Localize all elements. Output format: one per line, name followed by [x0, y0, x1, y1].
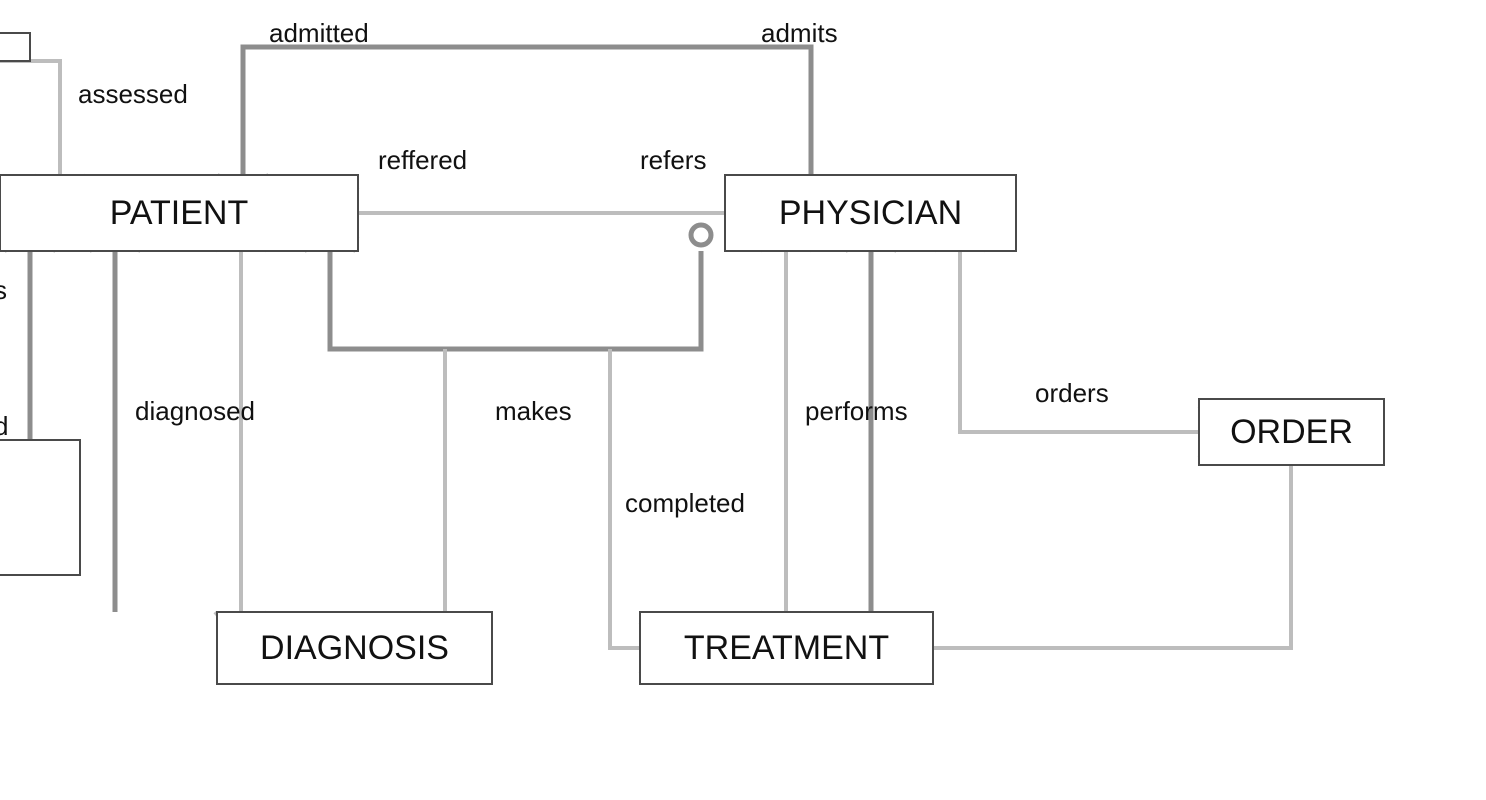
entities-layer: PATIENT PHYSICIAN DIAGNOSIS TREATMENT ORDER: [0, 33, 1384, 684]
entity-label-diagnosis: DIAGNOSIS: [260, 629, 449, 667]
entity-label-order: ORDER: [1230, 413, 1353, 451]
edge-admit: [243, 47, 811, 175]
label-admits: admits: [761, 18, 838, 48]
label-orders: orders: [1035, 378, 1109, 408]
label-performs: performs: [805, 396, 908, 426]
entity-label-physician: PHYSICIAN: [779, 194, 962, 232]
label-diagnosed: diagnosed: [135, 396, 255, 426]
label-d_frag: d: [0, 411, 8, 441]
label-refers: refers: [640, 145, 706, 175]
labels-layer: admitted admits assessed reffered refers s d di…: [0, 18, 1109, 518]
er-diagram-canvas: PATIENTPHYSICIANDIAGNOSISTREATMENTORDER …: [0, 0, 1486, 800]
label-admitted: admitted: [269, 18, 369, 48]
entity-label-patient: PATIENT: [110, 194, 249, 232]
edge-makes: [330, 251, 701, 349]
edges-layer: [0, 47, 1291, 674]
edge-order-treat: [933, 465, 1291, 648]
entity-partial_topleft: [0, 33, 30, 61]
entity-partial_left: [0, 440, 80, 575]
label-assessed: assessed: [78, 79, 188, 109]
label-makes: makes: [495, 396, 572, 426]
edge-assessed-left: [0, 61, 60, 175]
label-reffered: reffered: [378, 145, 467, 175]
entity-label-treatment: TREATMENT: [684, 629, 889, 667]
label-s_frag: s: [0, 275, 7, 305]
label-completed: completed: [625, 488, 745, 518]
